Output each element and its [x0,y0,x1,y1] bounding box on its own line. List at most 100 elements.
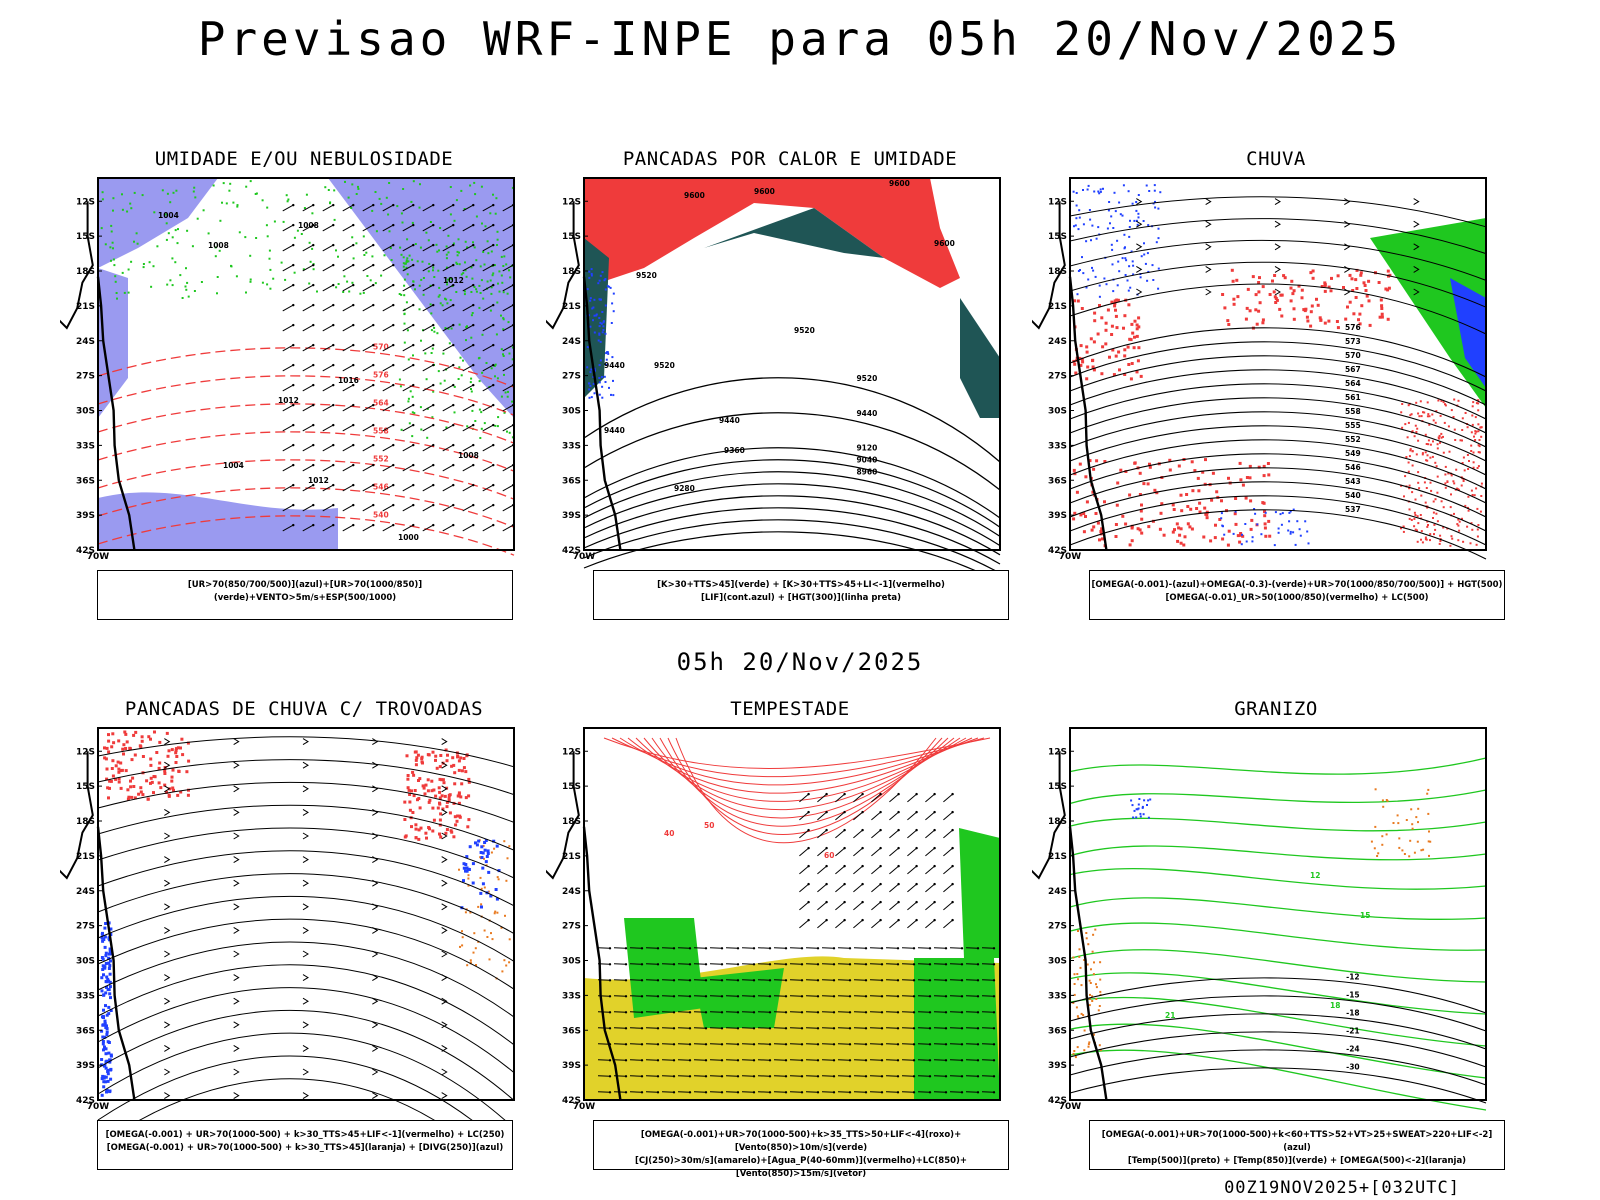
svg-text:570: 570 [1345,351,1361,360]
legend-line: [K>30+TTS>45](verde) + [K>30+TTS>45+LI<-… [657,580,945,590]
svg-text:9280: 9280 [674,484,695,493]
svg-text:30S: 30S [1048,407,1067,417]
svg-text:1012: 1012 [278,396,299,405]
svg-text:21S: 21S [76,302,95,312]
svg-text:1004: 1004 [223,461,244,470]
svg-text:552: 552 [373,454,389,463]
map-pancadas: 9520 9440 9120 9040 8960 9600 9600 9600 9600 9520… [546,177,1001,570]
svg-text:42S: 42S [76,1096,95,1106]
svg-text:50: 50 [704,821,714,830]
svg-text:15S: 15S [76,232,95,242]
svg-text:70W: 70W [1059,552,1082,562]
svg-text:9120: 9120 [856,444,877,453]
panel-title-tempestade: TEMPESTADE [730,698,850,720]
svg-text:33S: 33S [1048,991,1067,1001]
svg-text:15S: 15S [562,232,581,242]
svg-text:24S: 24S [562,887,581,897]
svg-text:18S: 18S [562,267,581,277]
svg-text:9440: 9440 [604,361,625,370]
legend-chuva: [OMEGA(-0.001)-(azul)+OMEGA(-0.3)-(verde… [1089,570,1505,620]
legend-line: [CJ(250)>30m/s](amarelo)+[Agua_P(40-60mm… [634,1156,968,1179]
svg-text:9600: 9600 [934,239,955,248]
panel-title-granizo: GRANIZO [1234,698,1318,720]
svg-text:-12: -12 [1346,972,1360,981]
svg-text:33S: 33S [562,991,581,1001]
svg-text:9520: 9520 [794,326,815,335]
svg-text:39S: 39S [76,511,95,521]
panel-title-pancadas: PANCADAS POR CALOR E UMIDADE [622,148,958,170]
map-chuva: 576 573 570 567 564 561 558 555 552 549 546 543 540 5… [1032,177,1487,562]
svg-text:24S: 24S [1048,887,1067,897]
legend-line: [OMEGA(-0.001) + UR>70(1000-500) + k>30_… [106,1143,504,1153]
svg-text:42S: 42S [562,546,581,556]
svg-text:21S: 21S [562,302,581,312]
svg-text:30S: 30S [1048,957,1067,967]
svg-text:70W: 70W [573,1102,596,1112]
svg-text:18S: 18S [76,817,95,827]
svg-text:9520: 9520 [636,271,657,280]
svg-text:30S: 30S [562,957,581,967]
legend-tempestade: [OMEGA(-0.001)+UR>70(1000-500)+k>35_TTS>… [593,1120,1009,1179]
map-umidade: 570 576 564 558 552 546 540 1004 1008 1008 1004 101… [60,177,515,562]
svg-text:30S: 30S [562,407,581,417]
svg-text:42S: 42S [76,546,95,556]
forecast-time-label: 05h 20/Nov/2025 [676,648,924,676]
svg-text:15S: 15S [1048,782,1067,792]
svg-text:27S: 27S [1048,372,1067,382]
svg-text:-15: -15 [1346,990,1360,999]
svg-text:552: 552 [1345,435,1361,444]
svg-text:33S: 33S [76,441,95,451]
svg-text:39S: 39S [562,1061,581,1071]
svg-text:1000: 1000 [398,533,419,542]
svg-text:546: 546 [1345,463,1361,472]
svg-text:24S: 24S [76,337,95,347]
svg-text:15S: 15S [76,782,95,792]
svg-text:567: 567 [1345,365,1361,374]
legend-granizo: [OMEGA(-0.001)+UR>70(1000-500)+k<60+TTS>… [1089,1120,1505,1170]
svg-text:1008: 1008 [208,241,229,250]
svg-text:576: 576 [1345,323,1361,332]
legend-line: [OMEGA(-0.001)+UR>70(1000-500)+k<60+TTS>… [1101,1130,1493,1153]
svg-text:555: 555 [1345,421,1361,430]
svg-text:39S: 39S [1048,1061,1067,1071]
svg-text:12: 12 [1310,871,1320,880]
svg-text:30S: 30S [76,407,95,417]
svg-text:1008: 1008 [298,221,319,230]
legend-line: [OMEGA(-0.01)_UR>50(1000/850)(vermelho) … [1165,593,1429,603]
svg-text:9440: 9440 [604,426,625,435]
legend-line: [OMEGA(-0.001) + UR>70(1000-500) + k>30_… [105,1130,505,1140]
svg-text:70W: 70W [1059,1102,1082,1112]
svg-text:18S: 18S [1048,817,1067,827]
svg-text:9520: 9520 [856,374,877,383]
legend-line: [OMEGA(-0.001)+UR>70(1000-500)+k>35_TTS>… [640,1130,962,1153]
svg-text:60: 60 [824,851,834,860]
svg-text:549: 549 [1345,449,1361,458]
svg-text:18S: 18S [562,817,581,827]
svg-text:9040: 9040 [856,455,877,464]
svg-text:576: 576 [373,370,389,379]
svg-text:570: 570 [373,342,389,351]
svg-text:12S: 12S [562,197,581,207]
svg-text:27S: 27S [76,372,95,382]
legend-line: [OMEGA(-0.001)-(azul)+OMEGA(-0.3)-(verde… [1091,580,1503,590]
svg-text:-21: -21 [1346,1026,1360,1035]
svg-text:543: 543 [1345,477,1361,486]
svg-text:-30: -30 [1346,1062,1360,1071]
map-granizo: -12 -15 -18 -21 -24 -30 12 15 18 21 12S 15S 18S 21S 24… [1032,727,1487,1112]
svg-text:21S: 21S [1048,302,1067,312]
panel-title-umidade: UMIDADE E/OU NEBULOSIDADE [154,148,454,170]
panel-title-trovoadas: PANCADAS DE CHUVA C/ TROVOADAS [124,698,484,720]
svg-text:9600: 9600 [754,187,775,196]
svg-text:9360: 9360 [724,446,745,455]
svg-text:9520: 9520 [654,361,675,370]
svg-text:12S: 12S [76,197,95,207]
svg-text:9440: 9440 [856,409,877,418]
svg-text:1016: 1016 [338,376,359,385]
svg-text:15S: 15S [1048,232,1067,242]
svg-text:70W: 70W [87,552,110,562]
svg-text:540: 540 [1345,491,1361,500]
panel-title-chuva: CHUVA [1246,148,1306,170]
svg-text:21: 21 [1165,1011,1175,1020]
svg-text:9600: 9600 [889,179,910,188]
svg-text:8960: 8960 [856,467,877,476]
